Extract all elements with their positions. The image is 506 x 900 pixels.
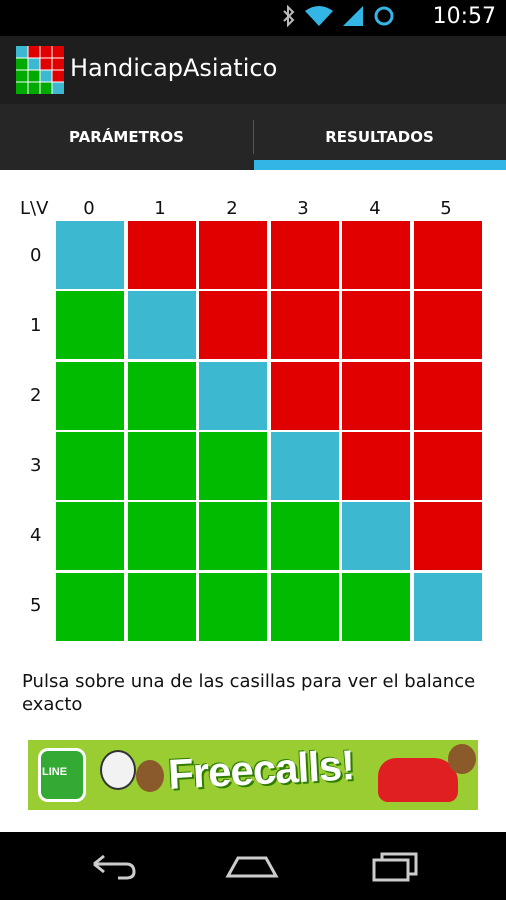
grid-cell-3-3[interactable]: [271, 432, 339, 500]
nav-bar: [0, 832, 506, 900]
row-header-1: 1: [30, 315, 42, 336]
bluetooth-icon: [282, 4, 296, 31]
status-time: 10:57: [432, 4, 496, 29]
app-grid-icon: [16, 46, 64, 94]
grid-cell-1-4[interactable]: [342, 291, 410, 359]
grid-cell-1-0[interactable]: [56, 291, 124, 359]
grid-cell-5-1[interactable]: [128, 573, 196, 641]
grid-cell-3-4[interactable]: [342, 432, 410, 500]
ad-bear-icon: [448, 744, 476, 774]
grid-cell-0-3[interactable]: [271, 221, 339, 289]
tab-selected-indicator: [254, 160, 506, 170]
tab-resultados[interactable]: RESULTADOS: [325, 128, 434, 146]
grid-cell-1-2[interactable]: [199, 291, 267, 359]
ad-brand: LINE: [42, 766, 68, 778]
grid-cell-4-3[interactable]: [271, 502, 339, 570]
tab-bar: PARÁMETROS RESULTADOS: [0, 104, 506, 170]
grid-cell-4-1[interactable]: [128, 502, 196, 570]
row-header-3: 3: [30, 455, 42, 476]
grid-cell-0-1[interactable]: [128, 221, 196, 289]
grid-cell-5-4[interactable]: [342, 573, 410, 641]
grid-cell-1-3[interactable]: [271, 291, 339, 359]
results-panel: L\V 0 1 2 3 4 5 0 1 2 3 4 5 Pulsa sobre …: [0, 170, 506, 832]
ad-banner[interactable]: LINE Freecalls!: [28, 740, 478, 810]
tab-parametros[interactable]: PARÁMETROS: [69, 128, 184, 146]
col-header-3: 3: [297, 198, 309, 219]
grid-cell-3-0[interactable]: [56, 432, 124, 500]
grid-cell-3-5[interactable]: [414, 432, 482, 500]
row-header-2: 2: [30, 385, 42, 406]
grid-cell-2-2[interactable]: [199, 362, 267, 430]
grid-cell-4-5[interactable]: [414, 502, 482, 570]
grid-cell-4-2[interactable]: [199, 502, 267, 570]
grid-corner-label: L\V: [20, 198, 49, 219]
ad-character-icon: [100, 750, 136, 790]
app-title: HandicapAsiatico: [70, 54, 278, 82]
sync-icon: [372, 4, 396, 32]
grid-cell-1-1[interactable]: [128, 291, 196, 359]
back-icon[interactable]: [82, 846, 142, 886]
grid-cell-3-1[interactable]: [128, 432, 196, 500]
col-header-5: 5: [440, 198, 452, 219]
col-header-4: 4: [369, 198, 381, 219]
grid-cell-5-0[interactable]: [56, 573, 124, 641]
tab-divider: [253, 120, 254, 154]
grid-cell-0-2[interactable]: [199, 221, 267, 289]
row-header-5: 5: [30, 595, 42, 616]
grid-cell-2-4[interactable]: [342, 362, 410, 430]
wifi-icon: [304, 5, 334, 31]
grid-cell-5-5[interactable]: [414, 573, 482, 641]
signal-icon: [342, 5, 364, 31]
grid-cell-2-1[interactable]: [128, 362, 196, 430]
col-header-1: 1: [154, 198, 166, 219]
instruction-text: Pulsa sobre una de las casillas para ver…: [22, 671, 476, 715]
ad-bear-icon: [136, 760, 164, 792]
status-icons: [282, 4, 396, 32]
row-header-0: 0: [30, 245, 42, 266]
grid-cell-0-4[interactable]: [342, 221, 410, 289]
line-logo-icon: [38, 748, 86, 802]
grid-cell-4-4[interactable]: [342, 502, 410, 570]
ad-headline: Freecalls!: [166, 741, 356, 798]
ad-car-icon: [378, 758, 458, 802]
grid-cell-2-3[interactable]: [271, 362, 339, 430]
status-bar: 10:57: [0, 0, 506, 36]
grid-cell-0-0[interactable]: [56, 221, 124, 289]
col-header-2: 2: [226, 198, 238, 219]
grid-cell-3-2[interactable]: [199, 432, 267, 500]
grid-cell-5-2[interactable]: [199, 573, 267, 641]
row-header-4: 4: [30, 525, 42, 546]
recent-apps-icon[interactable]: [364, 846, 424, 886]
grid-cell-2-5[interactable]: [414, 362, 482, 430]
action-bar: HandicapAsiatico: [0, 36, 506, 104]
grid-cell-1-5[interactable]: [414, 291, 482, 359]
col-header-0: 0: [83, 198, 95, 219]
grid-cell-0-5[interactable]: [414, 221, 482, 289]
grid-cell-2-0[interactable]: [56, 362, 124, 430]
grid-cell-5-3[interactable]: [271, 573, 339, 641]
grid-cell-4-0[interactable]: [56, 502, 124, 570]
home-icon[interactable]: [222, 846, 282, 886]
